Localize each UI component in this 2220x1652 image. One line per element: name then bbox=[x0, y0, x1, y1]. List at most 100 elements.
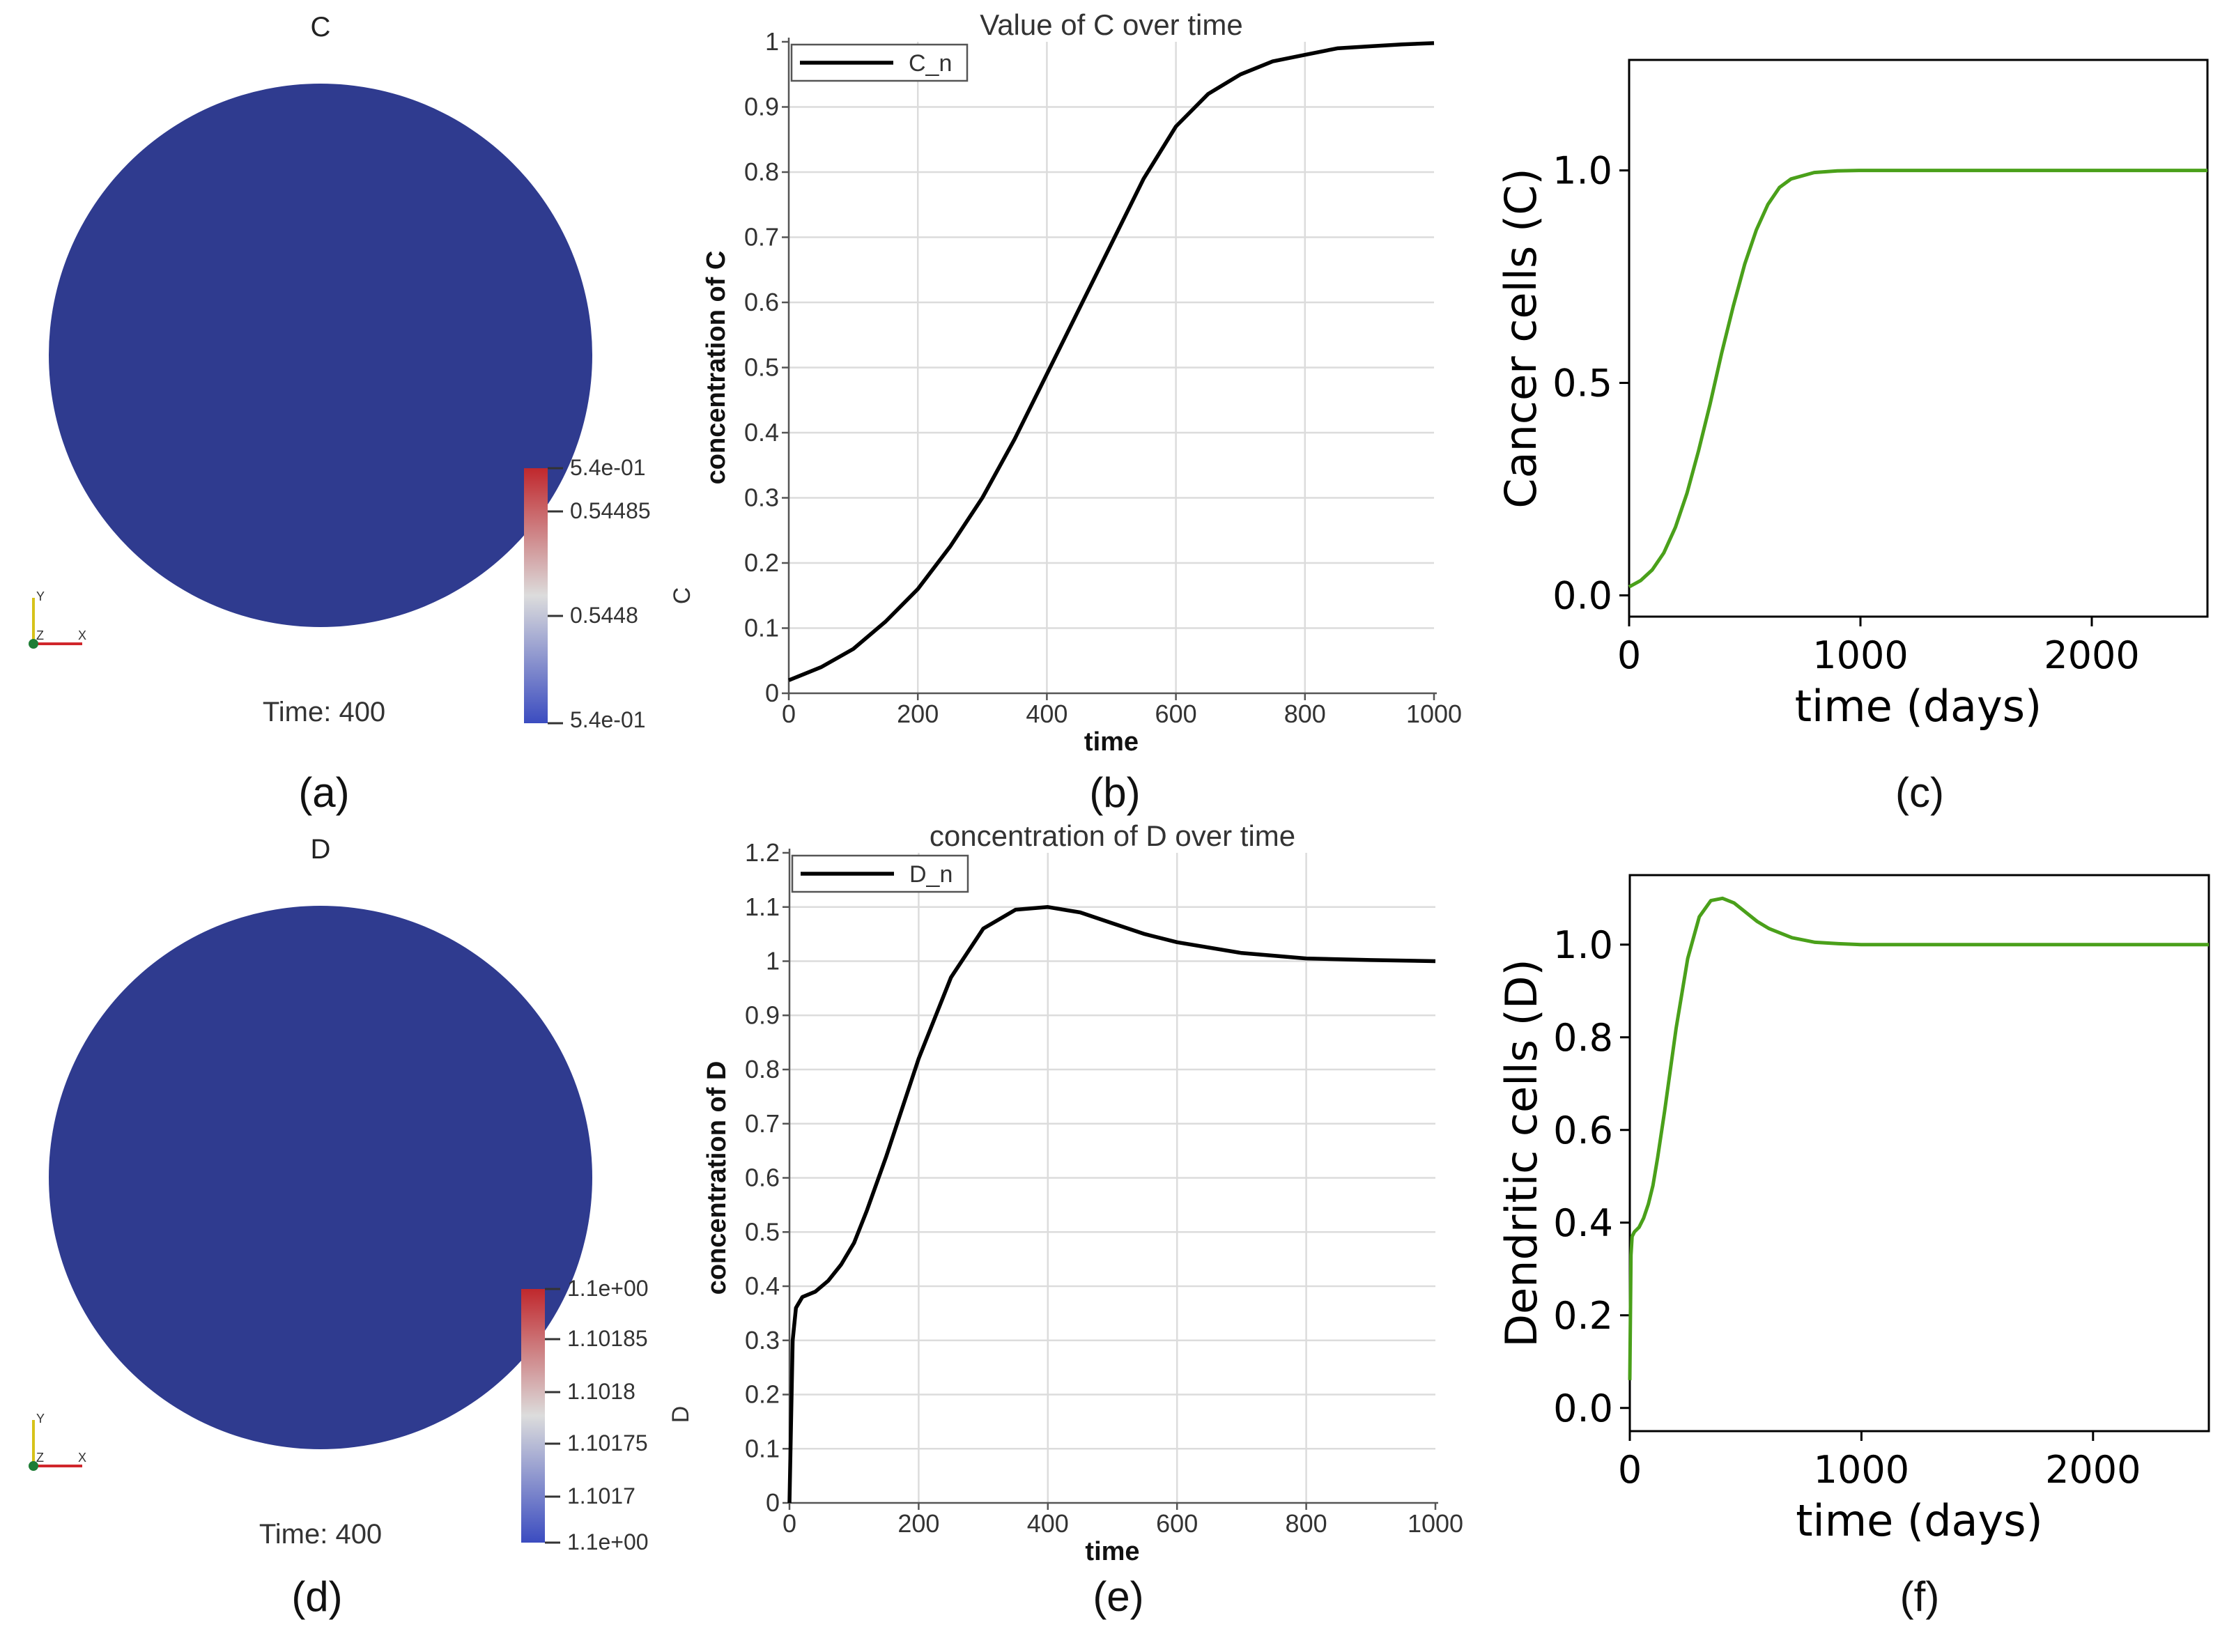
chart-e-ytick-label-9: 0.9 bbox=[745, 1001, 780, 1029]
chart-b-ylabel: concentration of C bbox=[702, 251, 731, 485]
chart-c-ytick-label-2: 1.0 bbox=[1552, 149, 1612, 193]
chart-b-legend-label: C_n bbox=[909, 50, 952, 77]
chart-b-ytick-label-7: 0.7 bbox=[744, 223, 779, 252]
chart-c-xlabel: time (days) bbox=[1795, 681, 2042, 732]
chart-c-ytick-label-1: 0.5 bbox=[1552, 362, 1612, 406]
panel-a-cb-tick-2: 0.5448 bbox=[570, 603, 638, 628]
chart-f-xlabel: time (days) bbox=[1796, 1495, 2043, 1546]
chart-b-ytick-label-6: 0.6 bbox=[744, 288, 779, 316]
panel-a-colorbar-ticks bbox=[548, 467, 563, 725]
chart-b-title: Value of C over time bbox=[980, 8, 1242, 41]
panel-a-cb-title: C bbox=[669, 587, 695, 605]
panel-d-orientation-axes: Y Z X bbox=[29, 1412, 86, 1471]
chart-c-ytick-label-0: 0.0 bbox=[1552, 574, 1612, 618]
chart-e-ytick-label-0: 0 bbox=[766, 1488, 780, 1517]
panel-e-label: (e) bbox=[1093, 1573, 1143, 1620]
panel-d-colorbar-ticks bbox=[545, 1288, 560, 1544]
chart-e-ytick-label-7: 0.7 bbox=[745, 1109, 780, 1138]
chart-b-xtick-label-5: 1000 bbox=[1406, 700, 1462, 728]
panel-a-title: C bbox=[311, 12, 331, 43]
chart-b-xtick-label-0: 0 bbox=[782, 700, 796, 728]
chart-e-xtick-label-4: 800 bbox=[1286, 1509, 1327, 1538]
chart-e-ytick-label-4: 0.4 bbox=[745, 1272, 780, 1300]
panel-d-axis-x-label: X bbox=[78, 1451, 86, 1465]
panel-d-cb-tick-4: 1.1017 bbox=[567, 1483, 635, 1508]
chart-f-series-0 bbox=[1628, 896, 2209, 1380]
chart-b-ytick-label-2: 0.2 bbox=[744, 548, 779, 577]
panel-b-label: (b) bbox=[1089, 769, 1140, 816]
chart-c-frame bbox=[1628, 59, 2209, 618]
chart-b-xtick-label-2: 400 bbox=[1026, 700, 1067, 728]
panel-a-label: (a) bbox=[298, 769, 349, 816]
chart-f-xtick-label-1: 1000 bbox=[1814, 1448, 1909, 1492]
chart-e-series-0 bbox=[787, 905, 1436, 1504]
chart-f-ytick-label-2: 0.4 bbox=[1553, 1201, 1613, 1245]
panel-d-axis-y-label: Y bbox=[36, 1412, 45, 1426]
chart-f-ytick-label-3: 0.6 bbox=[1553, 1109, 1613, 1152]
chart-b-ytick-label-4: 0.4 bbox=[744, 418, 779, 447]
panel-a-cb-tick-1: 0.54485 bbox=[570, 498, 651, 523]
chart-e-ylabel: concentration of D bbox=[702, 1061, 732, 1295]
chart-b-ytick-label-1: 0.1 bbox=[744, 614, 779, 642]
chart-e-xlabel: time bbox=[1085, 1537, 1139, 1566]
chart-f-xtick-label-2: 2000 bbox=[2045, 1448, 2141, 1492]
chart-b-xtick-label-1: 200 bbox=[897, 700, 939, 728]
chart-f-xtick-label-0: 0 bbox=[1618, 1448, 1642, 1492]
chart-e-ytick-label-12: 1.2 bbox=[745, 838, 780, 867]
chart-b-ytick-label-5: 0.5 bbox=[744, 353, 779, 382]
chart-f-ytick-label-0: 0.0 bbox=[1553, 1387, 1613, 1430]
panel-a-cb-tick-0: 5.4e-01 bbox=[570, 455, 646, 480]
chart-f-ytick-label-4: 0.8 bbox=[1553, 1016, 1613, 1060]
panel-d: D 1.1e+00 1.10185 1.1018 1.10175 1.1017 … bbox=[29, 834, 694, 1620]
panel-a: C 5.4e-01 0.54485 0.5448 5.4e-01 C Time:… bbox=[29, 12, 695, 816]
panel-d-disk bbox=[49, 906, 592, 1449]
panel-c-label: (c) bbox=[1895, 769, 1944, 816]
panel-a-axis-z-label: Z bbox=[36, 628, 44, 642]
panel-d-time-text: Time: 400 bbox=[259, 1519, 382, 1550]
chart-b-xlabel: time bbox=[1084, 727, 1139, 757]
panel-a-disk bbox=[49, 84, 592, 627]
chart-e-ytick-label-1: 0.1 bbox=[745, 1434, 780, 1462]
panel-d-cb-tick-1: 1.10185 bbox=[567, 1326, 648, 1351]
chart-f-ytick-label-5: 1.0 bbox=[1553, 923, 1613, 967]
panel-d-colorbar bbox=[521, 1289, 545, 1543]
chart-e-ytick-label-8: 0.8 bbox=[745, 1055, 780, 1083]
panel-d-cb-tick-0: 1.1e+00 bbox=[567, 1276, 649, 1301]
chart-b-ytick-label-0: 0 bbox=[765, 679, 779, 707]
chart-e-ytick-label-10: 1 bbox=[766, 947, 780, 975]
chart-b-xtick-label-4: 800 bbox=[1284, 700, 1326, 728]
chart-e-ytick-label-11: 1.1 bbox=[745, 893, 780, 921]
chart-b-ytick-label-10: 1 bbox=[765, 27, 779, 56]
chart-e-xtick-label-0: 0 bbox=[783, 1509, 796, 1538]
chart-b-ytick-label-3: 0.3 bbox=[744, 484, 779, 512]
panel-a-cb-tick-3: 5.4e-01 bbox=[570, 707, 646, 732]
chart-e-ytick-label-5: 0.5 bbox=[745, 1217, 780, 1246]
panel-a-time-text: Time: 400 bbox=[263, 697, 385, 727]
panel-d-title: D bbox=[311, 834, 331, 865]
chart-e-ytick-label-6: 0.6 bbox=[745, 1164, 780, 1192]
chart-b-series-0 bbox=[787, 41, 1435, 682]
chart-e-ytick-label-3: 0.3 bbox=[745, 1326, 780, 1354]
chart-e: 0 0.1 0.2 0.3 0.4 0.5 0.6 0.7 0.8 0.9 1 1.1 1.2 0 200 4… bbox=[702, 819, 1463, 1566]
panel-a-orientation-axes: Y Z X bbox=[29, 589, 86, 649]
panel-d-cb-title: D bbox=[668, 1406, 694, 1423]
chart-b-ytick-label-8: 0.8 bbox=[744, 157, 779, 186]
panel-a-colorbar bbox=[524, 468, 548, 723]
chart-b: 0 0.1 0.2 0.3 0.4 0.5 0.6 0.7 0.8 0.9 1 0 200 400 600 8… bbox=[702, 8, 1462, 757]
chart-e-legend-label: D_n bbox=[909, 861, 953, 888]
chart-f-frame bbox=[1628, 874, 2210, 1433]
panel-d-cb-tick-5: 1.1e+00 bbox=[567, 1529, 649, 1554]
panel-a-axis-x-label: X bbox=[78, 628, 86, 642]
panel-f-label: (f) bbox=[1900, 1573, 1940, 1620]
chart-b-xtick-label-3: 600 bbox=[1155, 700, 1197, 728]
chart-c-series-0 bbox=[1628, 169, 2207, 589]
chart-e-xtick-label-2: 400 bbox=[1027, 1509, 1069, 1538]
chart-c-xtick-label-0: 0 bbox=[1617, 633, 1641, 677]
chart-e-xtick-label-3: 600 bbox=[1156, 1509, 1198, 1538]
panel-d-cb-tick-3: 1.10175 bbox=[567, 1430, 648, 1456]
chart-b-ytick-label-9: 0.9 bbox=[744, 93, 779, 121]
panel-d-cb-tick-2: 1.1018 bbox=[567, 1379, 635, 1404]
